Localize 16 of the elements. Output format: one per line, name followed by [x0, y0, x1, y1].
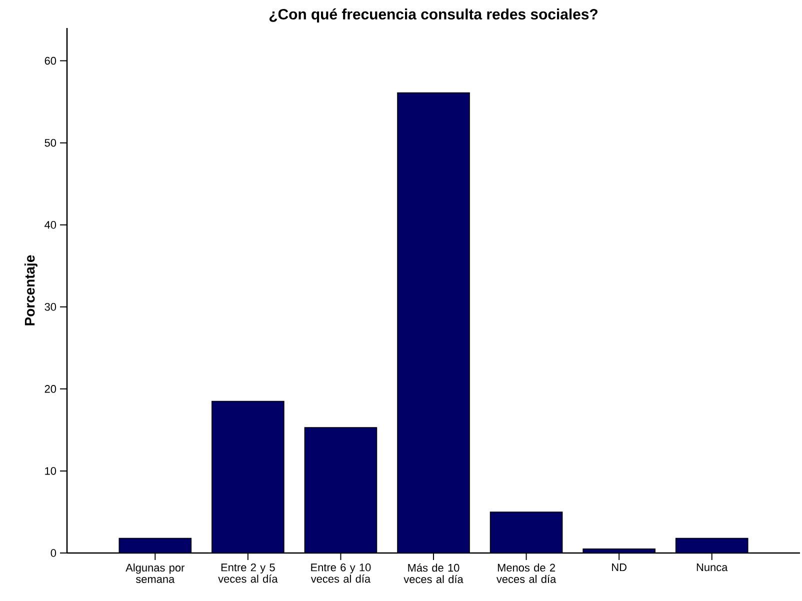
x-tick-label: Entre 6 y 10 veces al día — [310, 564, 371, 583]
y-tick-label: 10 — [45, 467, 56, 475]
y-axis-title: Porcentaje — [24, 255, 38, 326]
y-tick-label: 0 — [50, 549, 56, 557]
x-tick-label: Entre 2 y 5 veces al día — [218, 564, 278, 583]
x-tick-label: ND — [612, 564, 626, 572]
y-tick-label: 50 — [44, 138, 56, 147]
y-tick-label: 30 — [44, 303, 56, 311]
x-tick-label: Menos de 2 veces al día — [496, 564, 556, 584]
y-tick-label: 60 — [44, 56, 56, 65]
x-tick-label: Nunca — [696, 564, 728, 572]
y-tick-label: 40 — [44, 220, 56, 229]
x-tick-label: Más de 10 veces al día — [404, 564, 464, 584]
y-tick-label: 20 — [44, 385, 56, 393]
x-tick-label: Algunas por semana — [126, 564, 185, 584]
chart-title: ¿Con qué frecuencia consulta redes sociales? — [269, 8, 598, 22]
